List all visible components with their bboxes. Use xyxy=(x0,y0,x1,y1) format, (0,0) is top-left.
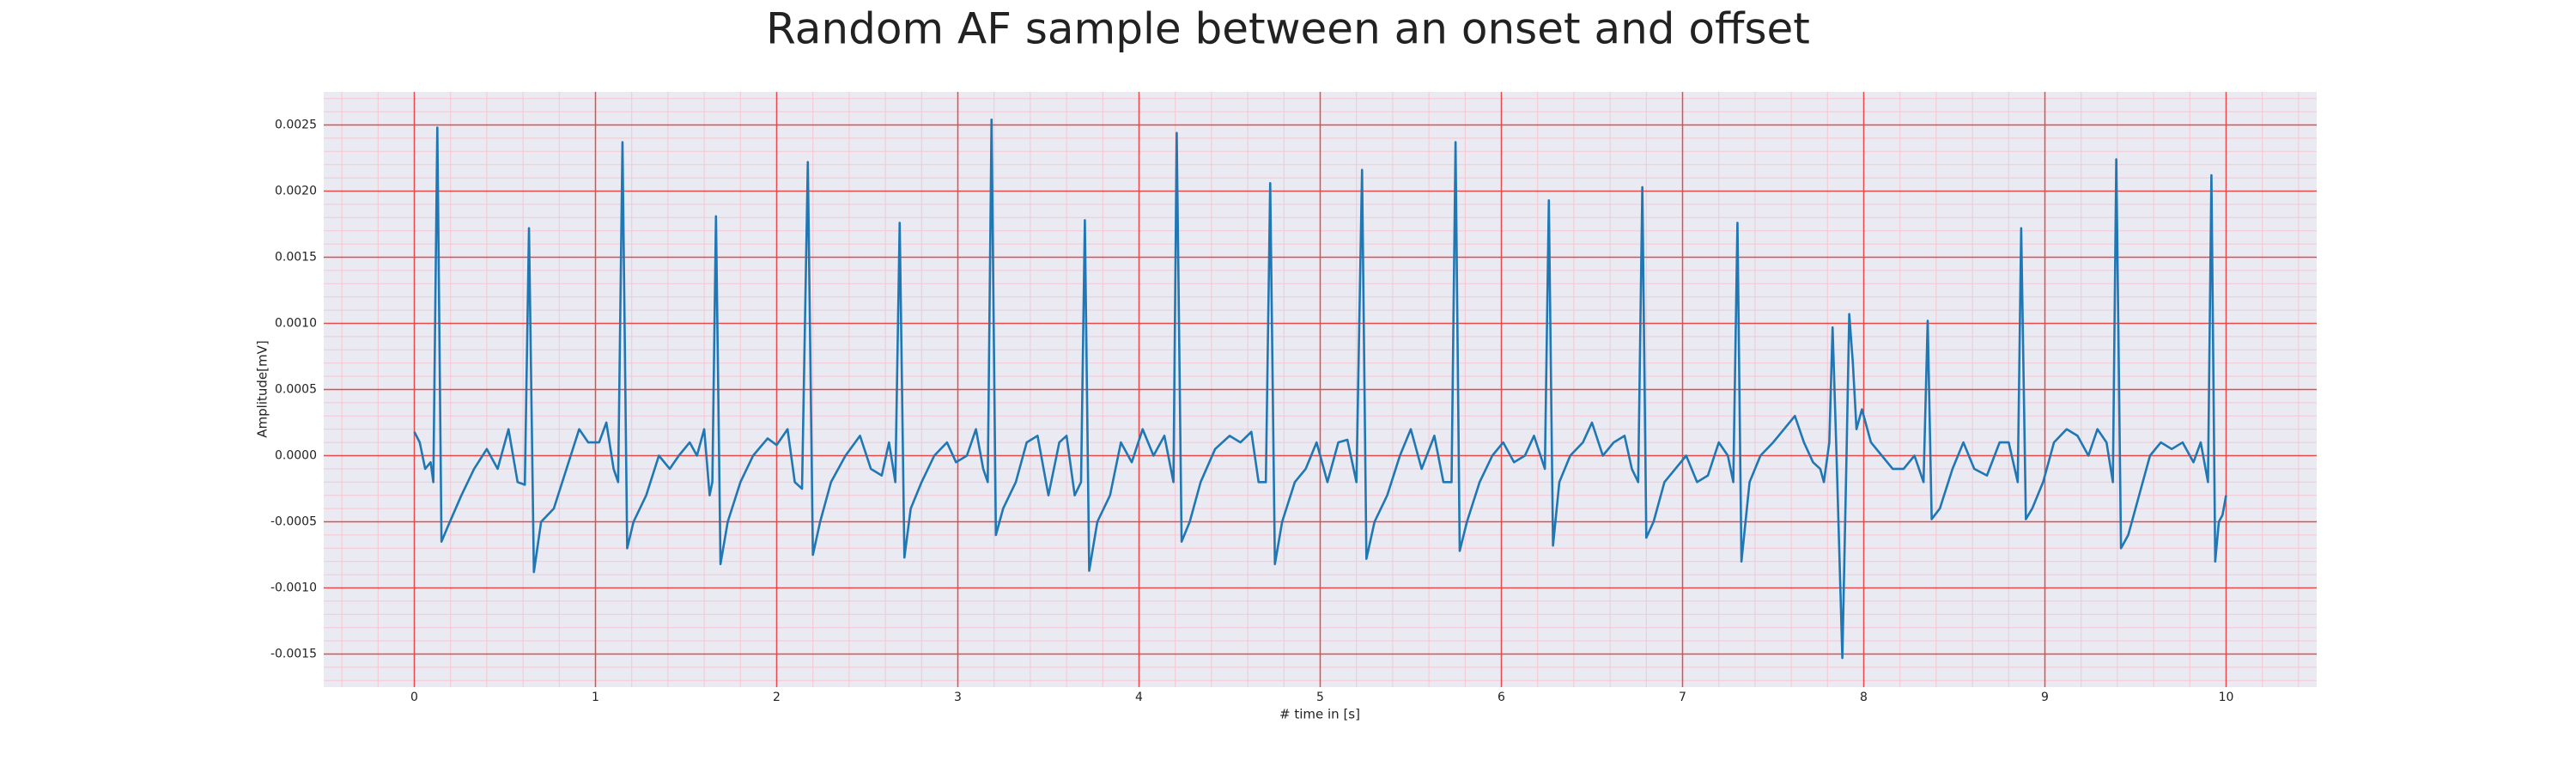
x-tick-label: 5 xyxy=(1316,691,1324,704)
chart-title: Random AF sample between an onset and of… xyxy=(766,4,1810,54)
x-tick-label: 7 xyxy=(1679,691,1686,704)
y-tick-label: 0.0010 xyxy=(275,317,317,331)
x-tick-label: 9 xyxy=(2041,691,2049,704)
x-tick-label: 4 xyxy=(1135,691,1143,704)
x-tick-label: 0 xyxy=(410,691,418,704)
signal-line xyxy=(413,119,2227,660)
x-tick-label: 1 xyxy=(592,691,599,704)
y-tick-label: 0.0000 xyxy=(275,449,317,463)
y-tick-label: -0.0005 xyxy=(270,515,317,529)
y-tick-label: 0.0025 xyxy=(275,119,317,132)
x-tick-label: 2 xyxy=(773,691,781,704)
x-tick-label: 3 xyxy=(954,691,962,704)
x-tick-label: 10 xyxy=(2219,691,2234,704)
x-axis-label: # time in [s] xyxy=(1279,707,1360,722)
y-axis-label: Amplitude[mV] xyxy=(255,340,270,437)
x-tick-label: 6 xyxy=(1498,691,1505,704)
y-tick-label: 0.0005 xyxy=(275,383,317,397)
y-tick-label: -0.0015 xyxy=(270,648,317,661)
y-tick-label: 0.0020 xyxy=(275,185,317,198)
y-tick-label: 0.0015 xyxy=(275,251,317,265)
x-tick-label: 8 xyxy=(1860,691,1868,704)
y-tick-label: -0.0010 xyxy=(270,581,317,595)
